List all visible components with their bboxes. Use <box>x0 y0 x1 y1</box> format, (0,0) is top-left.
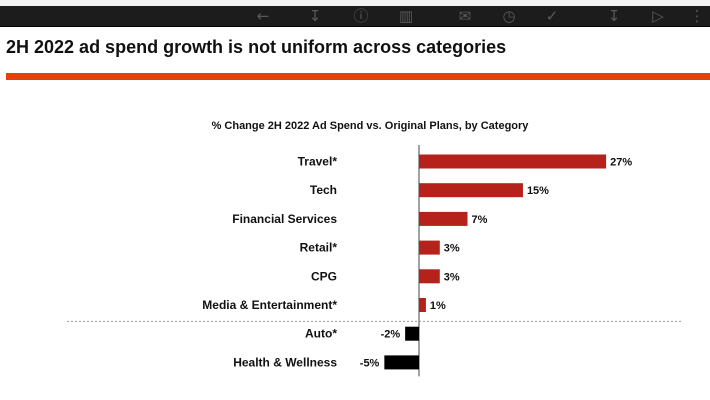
value-label: -5% <box>360 357 380 369</box>
category-label: CPG <box>311 269 337 283</box>
bar <box>419 211 468 226</box>
bar <box>419 183 523 198</box>
mail-icon[interactable]: ✉ <box>458 7 472 25</box>
value-label: 15% <box>527 185 549 197</box>
trash-icon[interactable]: ▥ <box>398 7 414 25</box>
toolbar-top-strip <box>0 0 710 6</box>
value-label: 27% <box>610 157 632 169</box>
bar <box>419 298 426 312</box>
email-toolbar: ← ↧ ⓘ ▥ ✉ ◷ ✓ ↧ ▷ ⋮ <box>0 0 710 27</box>
chart-title: % Change 2H 2022 Ad Spend vs. Original P… <box>212 120 530 132</box>
back-arrow-icon[interactable]: ← <box>256 7 270 25</box>
category-label: Financial Services <box>232 212 337 226</box>
label-icon[interactable]: ▷ <box>652 7 664 25</box>
chart-marks: Travel* 27% Tech 15% Financial Services 7% Ret… <box>67 145 683 377</box>
slide-title: 2H 2022 ad spend growth is not uniform a… <box>6 37 507 57</box>
save-icon[interactable]: ↧ <box>607 7 621 25</box>
category-label: Auto* <box>305 327 337 341</box>
accent-bar <box>6 73 710 80</box>
category-label: Travel* <box>298 155 338 169</box>
value-label: 1% <box>430 300 446 312</box>
value-label: 3% <box>444 243 460 255</box>
value-label: 7% <box>472 214 488 226</box>
bar <box>419 269 440 284</box>
bar <box>384 355 419 370</box>
category-label: Health & Wellness <box>233 355 337 369</box>
clock-icon[interactable]: ◷ <box>502 7 516 25</box>
category-label: Tech <box>310 183 337 197</box>
bar <box>405 326 419 341</box>
info-icon[interactable]: ⓘ <box>353 7 369 25</box>
bar <box>419 154 607 169</box>
value-label: 3% <box>444 271 460 283</box>
task-check-icon[interactable]: ✓ <box>545 7 559 25</box>
download-icon[interactable]: ↧ <box>308 7 322 25</box>
more-vert-icon[interactable]: ⋮ <box>689 7 705 25</box>
value-label: -2% <box>381 329 401 341</box>
category-label: Media & Entertainment* <box>202 298 337 312</box>
category-label: Retail* <box>300 241 338 255</box>
bar <box>419 240 440 255</box>
